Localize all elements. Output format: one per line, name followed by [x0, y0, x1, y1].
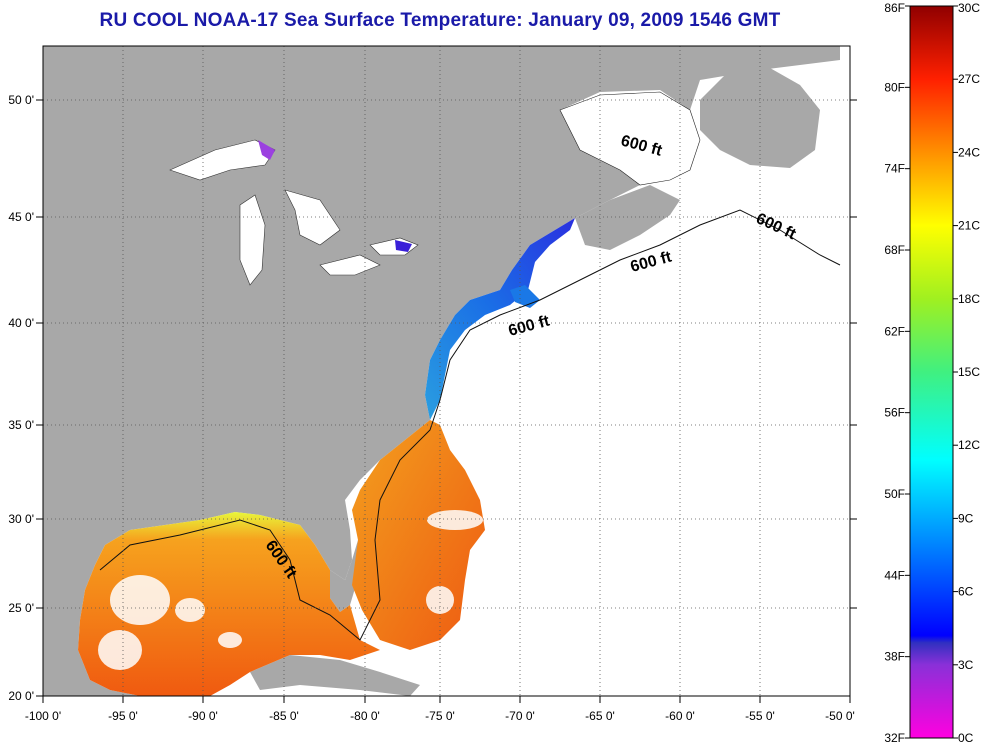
lon-tick-label: -70 0': [505, 709, 535, 723]
lat-tick-label: 45 0': [8, 210, 34, 224]
lon-tick-label: -65 0': [585, 709, 615, 723]
lake-superior-sst: [258, 140, 275, 160]
cuba-land: [250, 655, 420, 696]
lat-tick-label: 30 0': [8, 512, 34, 526]
isobath-600ft: [99, 209, 841, 641]
lon-tick-label: -50 0': [825, 709, 855, 723]
graticule: [43, 46, 850, 696]
cloud-cover: [98, 510, 483, 670]
lon-tick-label: -80 0': [350, 709, 380, 723]
lat-tick-label: 20 0': [8, 689, 34, 703]
lon-tick-label: -90 0': [188, 709, 218, 723]
georges-bank-sst: [510, 285, 540, 308]
lon-tick-label: -100 0': [25, 709, 61, 723]
map-title: RU COOL NOAA-17 Sea Surface Temperature:…: [99, 10, 781, 31]
map-frame: [42, 45, 851, 697]
lat-tick-label: 50 0': [8, 93, 34, 107]
gulf-of-mexico-sst: [78, 512, 380, 696]
lon-tick-label: -55 0': [745, 709, 775, 723]
lon-tick-label: -95 0': [108, 709, 138, 723]
florida-land: [330, 540, 358, 612]
lake-ontario-sst: [395, 240, 412, 252]
nova-scotia-land: [575, 185, 680, 250]
lat-tick-label: 35 0': [8, 418, 34, 432]
lon-tick-label: -75 0': [425, 709, 455, 723]
tick-marks: [36, 99, 857, 703]
lon-tick-label: -60 0': [665, 709, 695, 723]
lat-tick-label: 25 0': [8, 601, 34, 615]
lon-tick-label: -85 0': [269, 709, 299, 723]
lat-tick-label: 40 0': [8, 316, 34, 330]
